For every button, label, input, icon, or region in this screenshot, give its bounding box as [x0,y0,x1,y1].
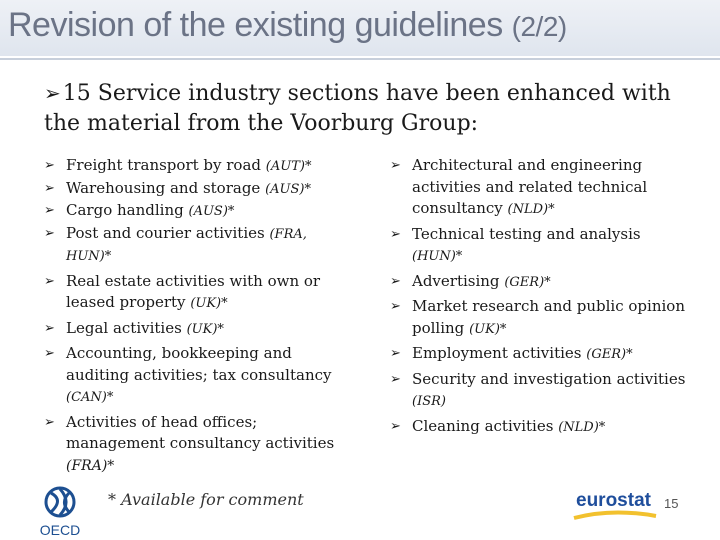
eurostat-swoosh-icon [573,510,657,520]
list-item-note: (ISR) [412,394,446,409]
list-item-note: (AUT)* [265,159,312,174]
list-item-note: (NLD)* [558,419,606,435]
left-bullet-list: ➢ Freight transport by road (AUT)* ➢ Wareh… [44,155,354,480]
intro-label: 15 Service industry sections have been e… [44,81,671,136]
arrow-bullet-icon: ➢ [44,81,61,105]
list-item-note: (AUS)* [188,204,235,219]
list-item-note: (HUN)* [412,249,463,264]
list-item-text: Cargo handling [66,201,184,219]
arrow-bullet-icon: ➢ [44,158,55,173]
list-item-text: Architectural and engineering activities… [412,156,648,217]
list-item-note: (CAN)* [66,390,114,405]
list-item: ➢ Post and courier activities (FRA, HUN)* [44,223,354,268]
list-item-text: Employment activities [412,344,582,362]
arrow-bullet-icon: ➢ [44,414,55,430]
list-item: ➢ Advertising (GER)* [390,271,690,294]
list-item-text: Security and investigation activities [412,369,686,388]
arrow-bullet-icon: ➢ [390,346,401,361]
eurostat-logo-text: eurostat [576,490,652,511]
list-item-note: (UK)* [190,296,228,311]
title-divider [0,58,720,60]
arrow-bullet-icon: ➢ [44,320,55,336]
list-item-note: (UK)* [186,321,224,337]
list-item-text: Activities of head offices; management c… [66,412,335,453]
list-item-note: (FRA)* [66,457,115,474]
intro-text: ➢15 Service industry sections have been … [44,78,694,139]
list-item-note: (UK)* [469,321,507,337]
arrow-bullet-icon: ➢ [44,273,55,289]
list-item: ➢ Security and investigation activities (… [390,369,690,413]
arrow-bullet-icon: ➢ [44,346,55,361]
list-item: ➢ Accounting, bookkeeping and auditing ac… [44,343,354,409]
footnote: * Available for comment [108,490,304,509]
list-item-note: (AUS)* [265,181,311,197]
list-item: ➢ Cleaning activities (NLD)* [390,416,690,439]
list-item-text: Cleaning activities [412,416,554,435]
list-item-text: Market research and public opinion polli… [412,297,685,337]
list-item: ➢ Technical testing and analysis (HUN)* [390,224,690,268]
list-item: ➢ Employment activities (GER)* [390,343,690,366]
right-bullet-list: ➢ Architectural and engineering activitie… [390,155,690,441]
list-item-text: Warehousing and storage [66,178,261,197]
arrow-bullet-icon: ➢ [44,180,55,196]
list-item-text: Legal activities [66,318,182,337]
page-number: 15 [664,496,679,511]
list-item: ➢ Freight transport by road (AUT)* [44,155,354,178]
list-item: ➢ Activities of head offices; management … [44,412,354,478]
arrow-bullet-icon: ➢ [44,203,55,218]
arrow-bullet-icon: ➢ [44,225,55,241]
list-item: ➢ Legal activities (UK)* [44,318,354,341]
list-item: ➢ Market research and public opinion poll… [390,296,690,340]
list-item-text: Technical testing and analysis [412,224,641,243]
list-item: ➢ Cargo handling (AUS)* [44,200,354,223]
arrow-bullet-icon: ➢ [390,371,401,387]
arrow-bullet-icon: ➢ [390,158,401,173]
list-item-note: (GER)* [586,347,633,362]
eurostat-logo: eurostat [573,490,657,520]
list-item-note: (GER)* [504,274,551,290]
list-item-text: Freight transport by road [66,156,261,174]
list-item-text: Advertising [412,271,500,290]
oecd-logo-text: OECD [40,522,80,538]
oecd-logo: OECD [40,486,80,538]
list-item: ➢ Architectural and engineering activitie… [390,155,690,221]
arrow-bullet-icon: ➢ [390,273,401,289]
arrow-bullet-icon: ➢ [390,226,401,242]
list-item-note: (NLD)* [507,202,555,217]
list-item: ➢ Warehousing and storage (AUS)* [44,178,354,201]
list-item-text: Real estate activities with own or lease… [66,271,321,312]
arrow-bullet-icon: ➢ [390,299,401,314]
list-item-text: Accounting, bookkeeping and auditing act… [66,344,332,384]
list-item: ➢ Real estate activities with own or leas… [44,271,354,315]
slide-title-part: (2/2) [511,11,568,42]
arrow-bullet-icon: ➢ [390,418,401,434]
title-bar [0,0,720,56]
list-item-text: Post and courier activities [66,223,265,242]
list-item-note: (FRA, HUN)* [66,226,307,265]
slide-title: Revision of the existing guidelines (2/2… [8,6,567,45]
slide-title-text: Revision of the existing guidelines [8,6,503,44]
